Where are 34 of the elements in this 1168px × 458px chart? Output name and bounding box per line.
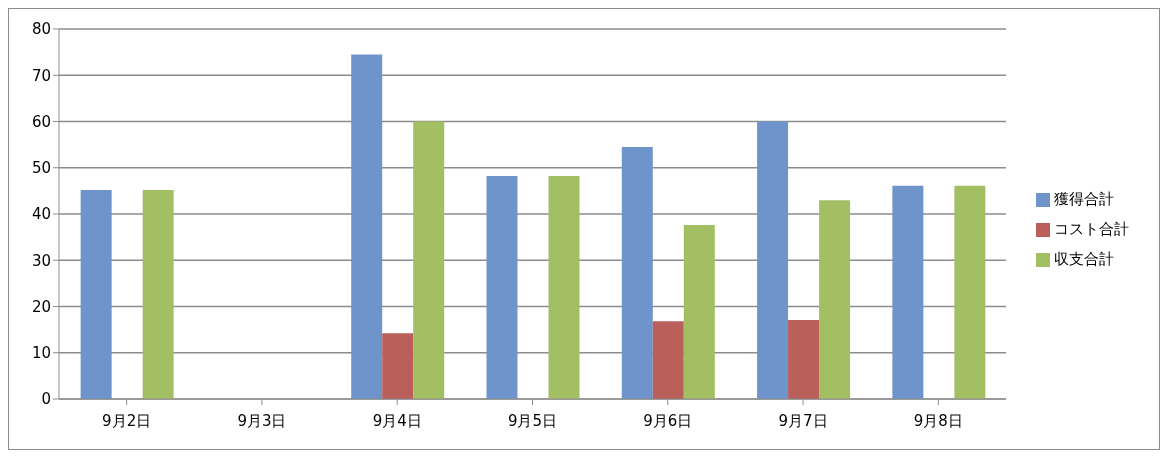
y-tick-label: 80 — [31, 20, 51, 39]
y-tick-label: 50 — [31, 159, 51, 178]
y-tick-label: 20 — [31, 297, 51, 316]
bar — [486, 176, 518, 399]
bar — [142, 189, 174, 399]
bar — [351, 54, 383, 399]
x-tick-label: 9月4日 — [372, 411, 422, 430]
bar — [621, 146, 653, 399]
bar — [652, 321, 684, 399]
x-tick-label: 9月7日 — [778, 411, 828, 430]
legend-label: 収支合計 — [1054, 250, 1114, 268]
y-tick-label: 70 — [31, 66, 51, 85]
bar — [892, 185, 924, 399]
bar — [757, 121, 789, 399]
y-tick-label: 40 — [31, 205, 51, 224]
x-tick-label: 9月8日 — [913, 411, 963, 430]
bar — [382, 333, 414, 399]
bar — [80, 189, 112, 399]
bar — [954, 185, 986, 399]
bar — [819, 200, 851, 399]
y-tick-label: 0 — [41, 390, 51, 409]
bar — [413, 121, 445, 399]
x-tick-label: 9月6日 — [643, 411, 693, 430]
y-tick-label: 10 — [31, 344, 51, 363]
legend-label: 獲得合計 — [1054, 190, 1114, 208]
x-tick-label: 9月3日 — [237, 411, 287, 430]
bar — [788, 319, 820, 399]
x-tick-label: 9月2日 — [102, 411, 152, 430]
x-tick-label: 9月5日 — [507, 411, 558, 430]
bar — [548, 176, 580, 399]
legend-label: コスト合計 — [1054, 220, 1129, 238]
y-tick-label: 60 — [31, 112, 51, 131]
bar — [683, 225, 715, 399]
y-tick-label: 30 — [31, 251, 51, 270]
